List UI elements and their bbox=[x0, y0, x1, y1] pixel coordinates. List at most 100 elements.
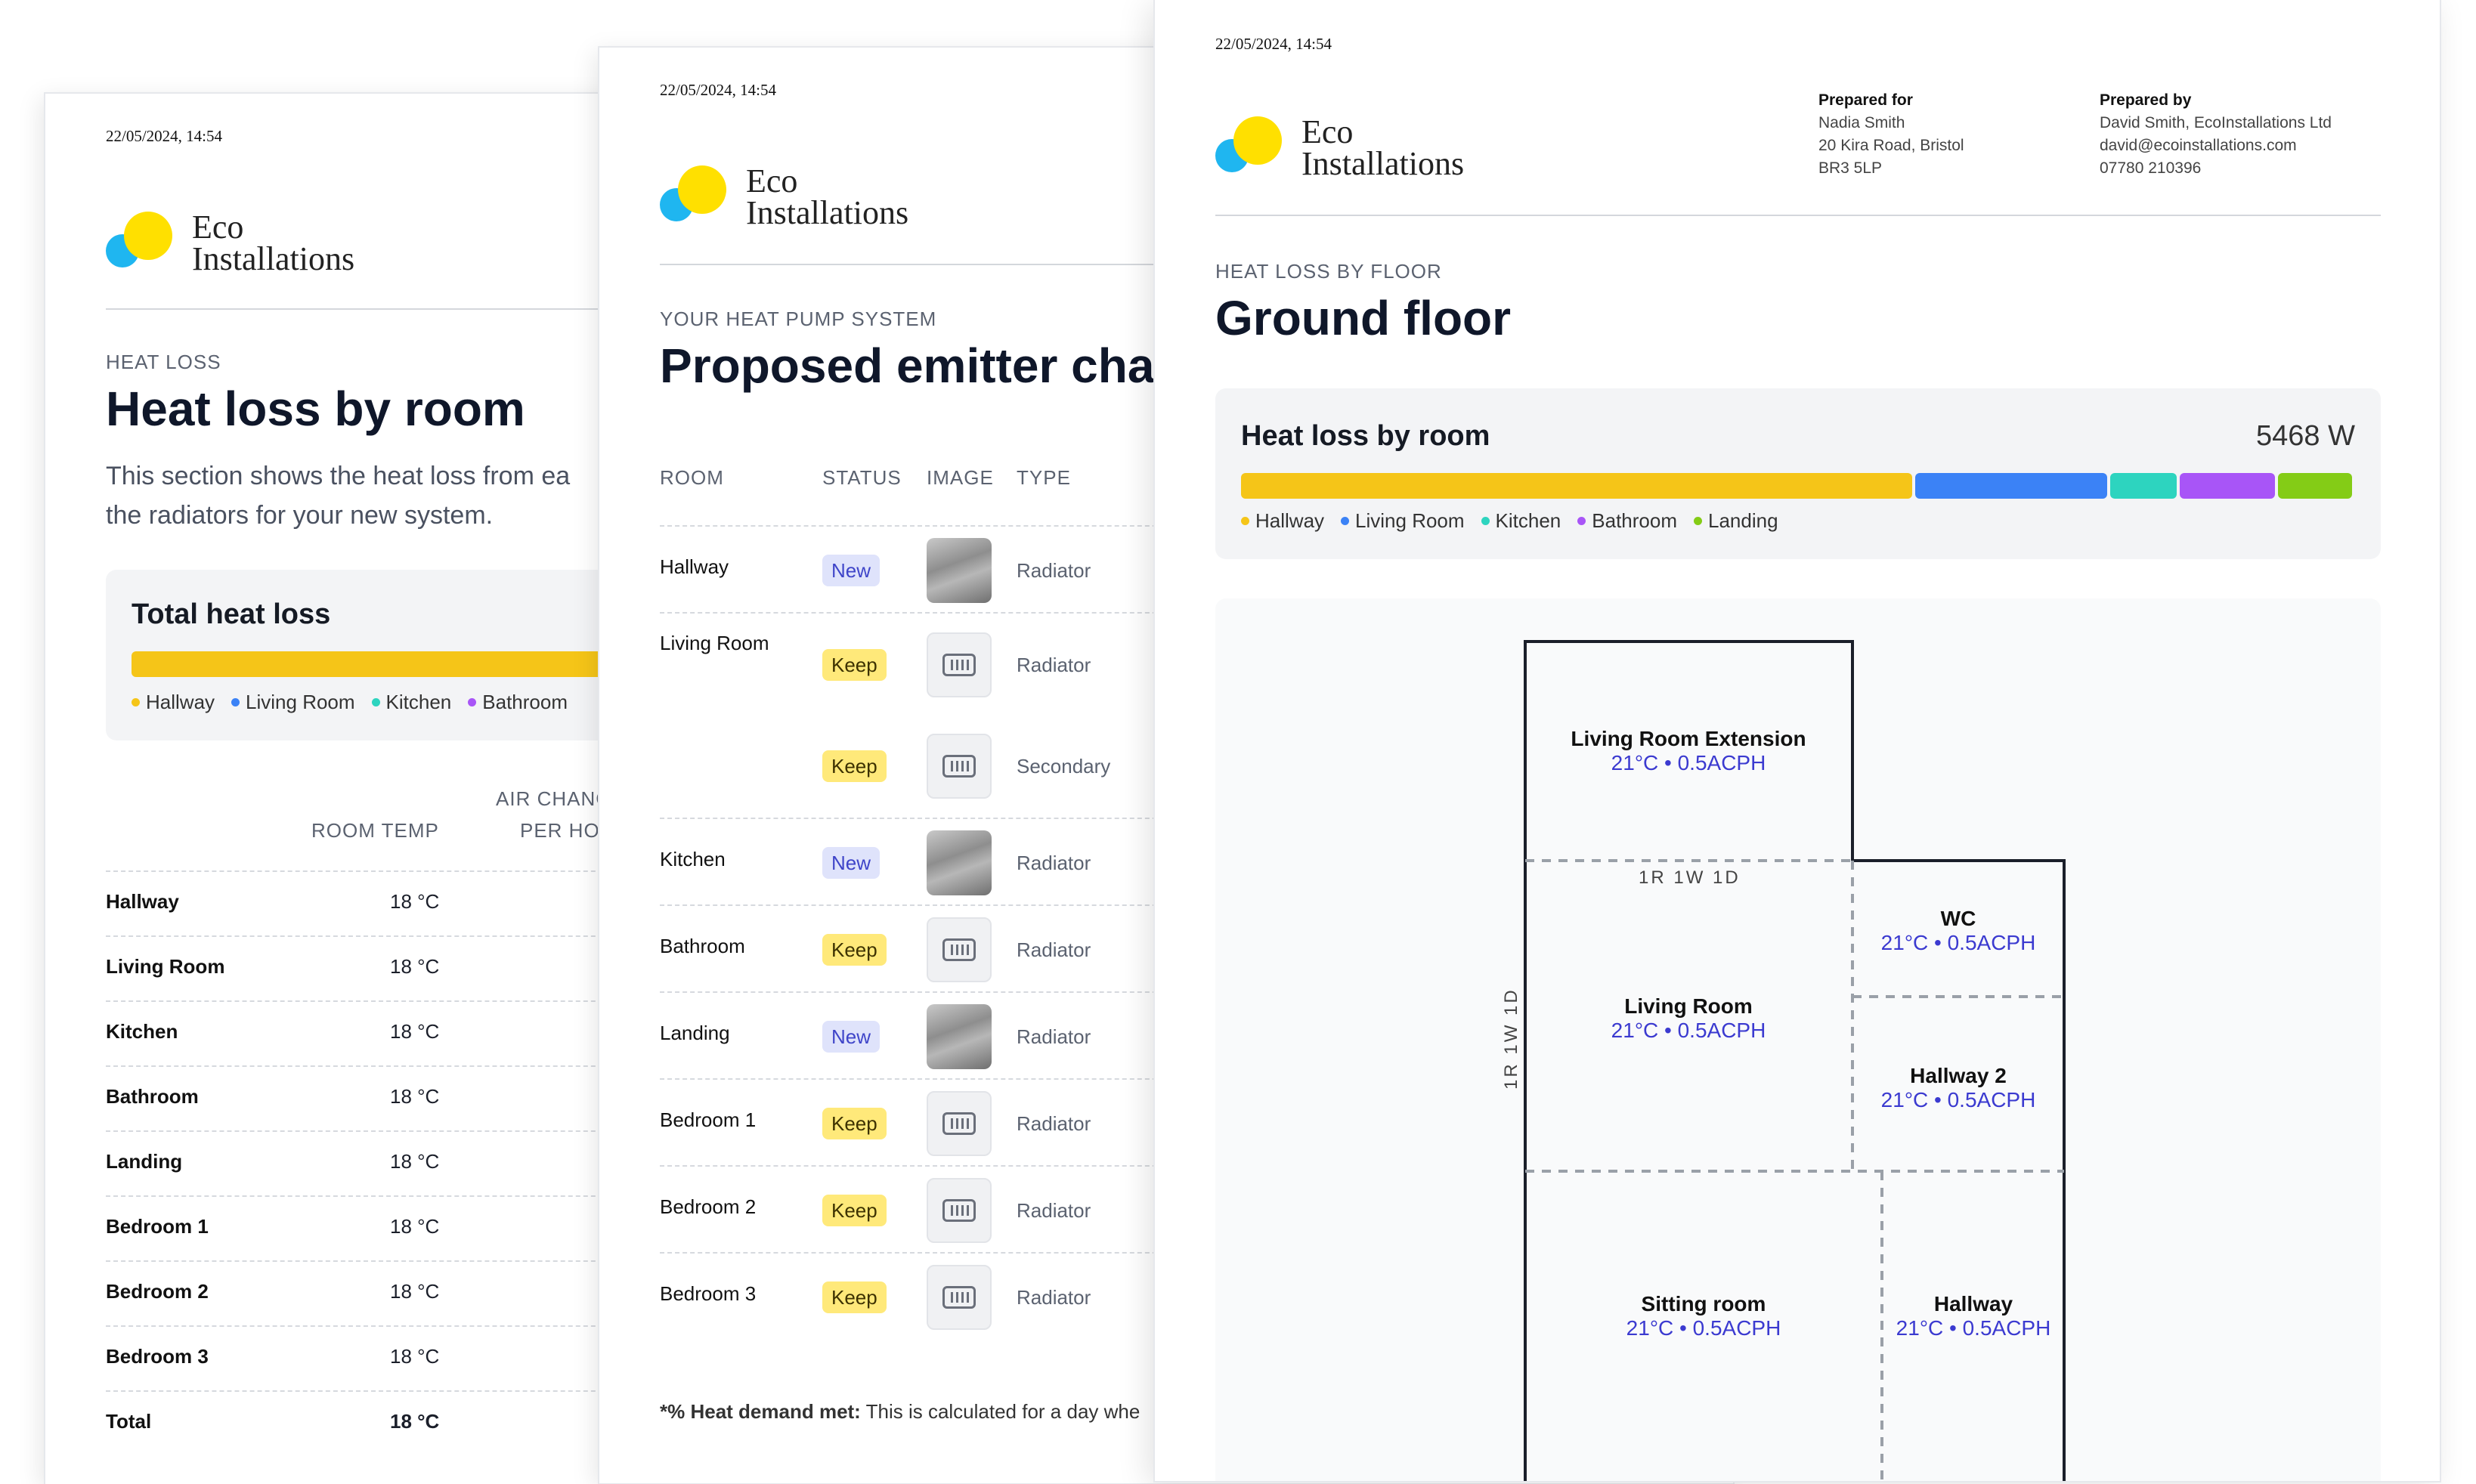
footnote-text: This is calculated for a day whe bbox=[860, 1400, 1141, 1423]
emitter-row-bedroom-2: Bedroom 2 Keep Radiator bbox=[660, 1165, 1718, 1254]
room-name: Total bbox=[106, 1410, 152, 1433]
room-label-hallway: Hallway 21°C • 0.5ACPH bbox=[1896, 1292, 2051, 1340]
installer-email: david@ecoinstallations.com bbox=[2100, 137, 2297, 154]
legend-label: Kitchen bbox=[385, 691, 452, 713]
status-badge: New bbox=[822, 1020, 881, 1053]
legend-label: Hallway bbox=[146, 691, 215, 713]
col-type: TYPE bbox=[1017, 466, 1071, 489]
emitter-type: Radiator bbox=[1017, 1111, 1091, 1135]
room-name: WC bbox=[1940, 907, 1976, 930]
floor-plan-walls bbox=[1524, 640, 2066, 1481]
radiator-photo bbox=[927, 1003, 992, 1069]
legend-label: Bathroom bbox=[1592, 509, 1678, 532]
heat-loss-total: 5468 W bbox=[2256, 420, 2355, 452]
status-badge: Keep bbox=[822, 933, 887, 966]
bar-segment-bathroom bbox=[2180, 473, 2275, 499]
room-name: Hallway 2 bbox=[1910, 1064, 2007, 1087]
emitter-type: Radiator bbox=[1017, 938, 1091, 961]
legend-item-hallway: Hallway bbox=[1241, 509, 1324, 533]
installer-phone: 07780 210396 bbox=[2100, 159, 2202, 177]
legend-item-kitchen: Kitchen bbox=[371, 691, 452, 714]
status-badge: Keep bbox=[822, 1107, 887, 1139]
room-name: Bedroom 3 bbox=[106, 1345, 209, 1368]
room-label-living-room-extension: Living Room Extension 21°C • 0.5ACPH bbox=[1571, 727, 1806, 775]
legend-item-living-room: Living Room bbox=[231, 691, 355, 714]
exterior-wall bbox=[1524, 640, 2066, 1481]
legend-swatch bbox=[468, 698, 477, 706]
room-name: Living Room bbox=[660, 632, 769, 654]
legend-swatch bbox=[1481, 517, 1490, 525]
floor-plan-svg bbox=[1524, 640, 2066, 1481]
room-name: Bedroom 3 bbox=[660, 1282, 757, 1305]
col-room: ROOM bbox=[660, 466, 724, 489]
door-label-top: 1R 1W 1D bbox=[1639, 867, 1741, 888]
legend-item-landing: Landing bbox=[1694, 509, 1778, 533]
room-label-living-room: Living Room 21°C • 0.5ACPH bbox=[1611, 994, 1766, 1043]
room-temp-ach: 21°C • 0.5ACPH bbox=[1880, 1088, 2036, 1111]
floor-plan-partitions bbox=[1525, 859, 2064, 1481]
emitter-row-bathroom: Bathroom Keep Radiator bbox=[660, 904, 1718, 993]
client-address-1: 20 Kira Road, Bristol bbox=[1818, 137, 1964, 154]
floor-plan-area: 1R 1W 1D 1R 1W 1D Living Room Extension 2… bbox=[1215, 598, 2381, 1481]
radiator-icon bbox=[927, 734, 992, 799]
room-temp: 18 °C bbox=[390, 890, 440, 913]
client-name: Nadia Smith bbox=[1818, 114, 1905, 131]
description-line-1: This section shows the heat loss from ea bbox=[106, 462, 571, 490]
prepared-by-label: Prepared by bbox=[2100, 91, 2192, 109]
legend-item-hallway: Hallway bbox=[132, 691, 215, 714]
page-title: Heat loss by room bbox=[106, 382, 525, 436]
room-name: Landing bbox=[106, 1150, 183, 1173]
page-title: Proposed emitter cha bbox=[660, 339, 1155, 393]
timestamp: 22/05/2024, 14:54 bbox=[106, 127, 223, 145]
radiator-photo bbox=[927, 830, 992, 895]
room-name: Kitchen bbox=[660, 848, 726, 870]
section-kicker: HEAT LOSS BY FLOOR bbox=[1215, 260, 1442, 283]
emitter-type: Radiator bbox=[1017, 851, 1091, 874]
status-badge: Keep bbox=[822, 1194, 887, 1226]
page-title: Ground floor bbox=[1215, 291, 1512, 345]
room-name: Bathroom bbox=[106, 1085, 199, 1108]
section-kicker: YOUR HEAT PUMP SYSTEM bbox=[660, 308, 937, 330]
emitter-type: Radiator bbox=[1017, 1285, 1091, 1309]
emitter-type: Radiator bbox=[1017, 1025, 1091, 1048]
room-temp: 18 °C bbox=[390, 1215, 440, 1238]
emitter-row-bedroom-3: Bedroom 3 Keep Radiator bbox=[660, 1252, 1718, 1340]
footnote-label: *% Heat demand met: bbox=[660, 1400, 861, 1423]
status-badge: New bbox=[822, 554, 881, 586]
legend-swatch bbox=[1577, 517, 1586, 525]
room-name: Bathroom bbox=[660, 935, 745, 957]
card-title: Total heat loss bbox=[132, 598, 331, 630]
room-name: Bedroom 2 bbox=[106, 1280, 209, 1303]
bar-segment-living-room bbox=[1915, 473, 2107, 499]
card-title: Heat loss by room bbox=[1241, 420, 1490, 452]
radiator-icon bbox=[927, 1264, 992, 1330]
bar-segment-hallway bbox=[1241, 473, 1912, 499]
col-status: STATUS bbox=[822, 466, 902, 489]
room-name: Living Room Extension bbox=[1571, 727, 1806, 750]
prepared-for: Prepared for Nadia Smith 20 Kira Road, B… bbox=[1818, 89, 1964, 180]
legend-label: Bathroom bbox=[482, 691, 568, 713]
status-badge: Keep bbox=[822, 1281, 887, 1313]
legend-swatch bbox=[371, 698, 380, 706]
footnote: *% Heat demand met: This is calculated f… bbox=[660, 1400, 1140, 1424]
status-badge: Keep bbox=[822, 750, 887, 782]
timestamp: 22/05/2024, 14:54 bbox=[1215, 35, 1332, 53]
legend-label: Landing bbox=[1708, 509, 1778, 532]
emitter-type: Secondary bbox=[1017, 755, 1111, 778]
prepared-for-label: Prepared for bbox=[1818, 91, 1913, 109]
legend-item-living-room: Living Room bbox=[1341, 509, 1465, 533]
timestamp: 22/05/2024, 14:54 bbox=[660, 81, 777, 99]
header-divider bbox=[1215, 215, 2381, 216]
report-page-ground-floor: 22/05/2024, 14:54 Eco Installations Prepa… bbox=[1155, 0, 2440, 1481]
room-temp: 18 °C bbox=[390, 1345, 440, 1368]
room-name: Living Room bbox=[1624, 994, 1753, 1018]
room-temp-ach: 21°C • 0.5ACPH bbox=[1611, 1019, 1766, 1042]
emitter-type: Radiator bbox=[1017, 558, 1091, 582]
room-temp: 18 °C bbox=[390, 955, 440, 978]
installer-name: David Smith, EcoInstallations Ltd bbox=[2100, 114, 2332, 131]
room-temp: 18 °C bbox=[390, 1150, 440, 1173]
status-badge: Keep bbox=[822, 649, 887, 681]
radiator-icon bbox=[927, 917, 992, 982]
section-kicker: HEAT LOSS bbox=[106, 351, 221, 373]
room-temp-ach: 21°C • 0.5ACPH bbox=[1896, 1316, 2051, 1340]
